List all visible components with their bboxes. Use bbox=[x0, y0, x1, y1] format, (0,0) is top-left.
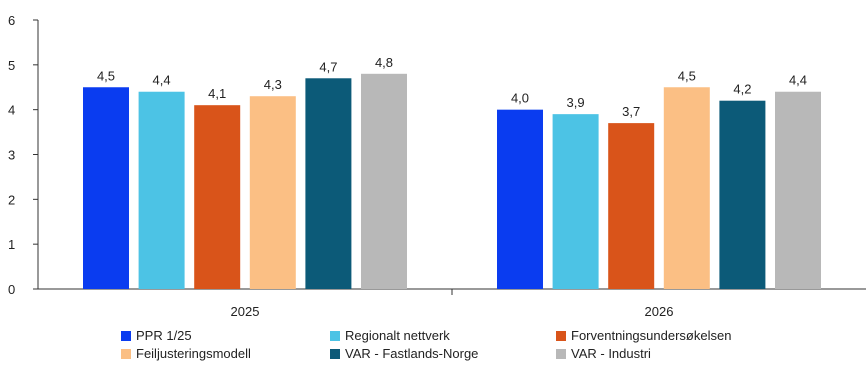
legend-item: Regionalt nettverk bbox=[330, 328, 450, 343]
bar bbox=[138, 91, 185, 289]
bar-value-label: 4,2 bbox=[733, 82, 751, 97]
legend-swatch bbox=[330, 348, 340, 359]
bar-value-label: 4,7 bbox=[319, 59, 337, 74]
bar-value-label: 4,1 bbox=[208, 86, 226, 101]
y-tick-label: 5 bbox=[8, 58, 15, 73]
legend-label: VAR - Industri bbox=[571, 346, 651, 361]
bar bbox=[663, 87, 710, 289]
legend-item: PPR 1/25 bbox=[121, 328, 192, 343]
legend-swatch bbox=[330, 330, 340, 341]
bar bbox=[305, 78, 352, 290]
legend-swatch bbox=[556, 348, 566, 359]
chart-legend: PPR 1/25 Regionalt nettverk Forventningsun… bbox=[121, 328, 841, 364]
bar-value-label: 4,0 bbox=[511, 91, 529, 106]
legend-label: Forventningsundersøkelsen bbox=[571, 328, 732, 343]
legend-item: Feiljusteringsmodell bbox=[121, 346, 251, 361]
y-tick-label: 3 bbox=[8, 148, 15, 163]
y-tick-label: 2 bbox=[8, 192, 15, 207]
y-tick-label: 0 bbox=[8, 282, 15, 297]
legend-label: Regionalt nettverk bbox=[345, 328, 450, 343]
bar bbox=[552, 114, 599, 290]
legend-item: VAR - Industri bbox=[556, 346, 651, 361]
legend-item: Forventningsundersøkelsen bbox=[556, 328, 731, 343]
bar bbox=[83, 87, 129, 289]
x-category-label: 2026 bbox=[645, 304, 674, 319]
legend-label: Feiljusteringsmodell bbox=[136, 346, 251, 361]
bar-value-label: 4,8 bbox=[375, 55, 393, 70]
y-tick-label: 1 bbox=[8, 237, 15, 252]
legend-item: VAR - Fastlands-Norge bbox=[330, 346, 478, 361]
y-tick-label: 4 bbox=[8, 103, 15, 118]
bar-value-label: 4,5 bbox=[678, 68, 696, 83]
legend-swatch bbox=[556, 330, 566, 341]
bar bbox=[361, 73, 407, 289]
legend-label: PPR 1/25 bbox=[136, 328, 192, 343]
chart-bars: 4,5 4,4 4,1 4,3 4,7 4,8 4,0 3,9 3,7 4,5 4,2 4,4 bbox=[83, 55, 821, 290]
legend-swatch bbox=[121, 330, 131, 341]
bar bbox=[249, 96, 296, 289]
bar-value-label: 3,9 bbox=[567, 95, 585, 110]
bar bbox=[497, 109, 543, 290]
legend-swatch bbox=[121, 348, 131, 359]
bar bbox=[608, 123, 655, 289]
x-category-label: 2025 bbox=[231, 304, 260, 319]
bar bbox=[719, 100, 766, 289]
bar bbox=[775, 91, 821, 289]
bar-value-label: 3,7 bbox=[622, 104, 640, 119]
bar-value-label: 4,3 bbox=[264, 77, 282, 92]
bar-value-label: 4,5 bbox=[97, 68, 115, 83]
y-tick-label: 6 bbox=[8, 13, 15, 28]
bar bbox=[194, 105, 241, 289]
bar-value-label: 4,4 bbox=[153, 73, 171, 88]
bar-value-label: 4,4 bbox=[789, 73, 807, 88]
legend-label: VAR - Fastlands-Norge bbox=[345, 346, 479, 361]
